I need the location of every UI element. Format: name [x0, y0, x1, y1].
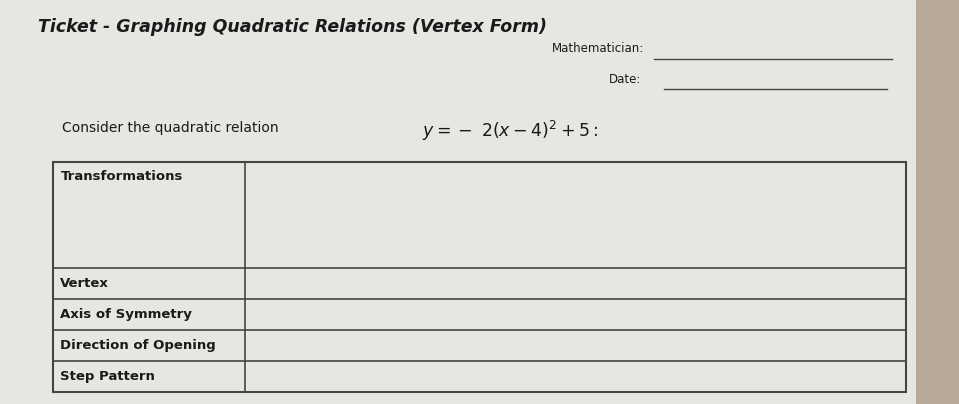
Text: Vertex: Vertex: [60, 277, 109, 290]
Text: Transformations: Transformations: [60, 170, 183, 183]
Text: Axis of Symmetry: Axis of Symmetry: [60, 308, 193, 321]
Text: Ticket - Graphing Quadratic Relations (Vertex Form): Ticket - Graphing Quadratic Relations (V…: [38, 18, 548, 36]
Text: Mathematician:: Mathematician:: [551, 42, 643, 55]
Text: $y = -\ 2(x - 4)^2 + 5:$: $y = -\ 2(x - 4)^2 + 5:$: [422, 119, 598, 143]
Text: Direction of Opening: Direction of Opening: [60, 339, 216, 352]
Text: Date:: Date:: [609, 73, 642, 86]
Text: Step Pattern: Step Pattern: [60, 370, 155, 383]
Text: Consider the quadratic relation: Consider the quadratic relation: [62, 121, 283, 135]
Bar: [53, 162, 906, 392]
